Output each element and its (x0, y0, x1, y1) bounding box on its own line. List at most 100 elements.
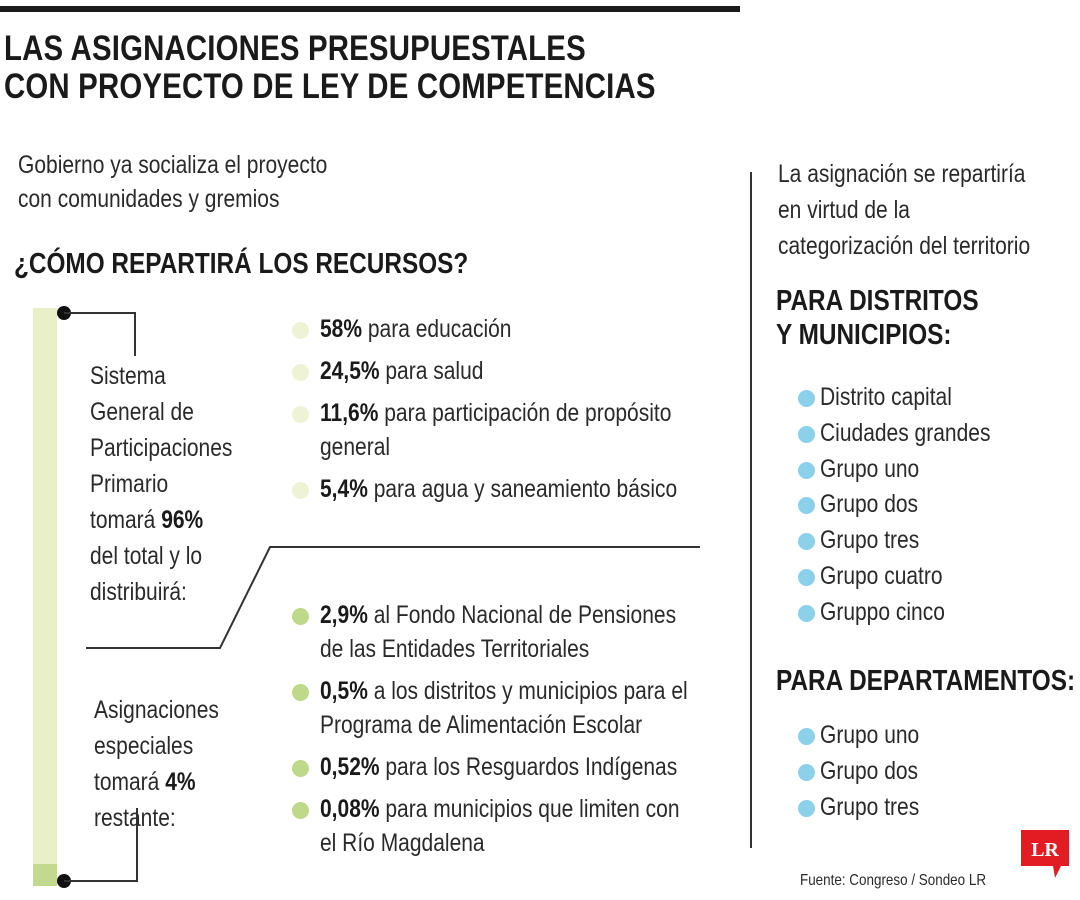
subtitle-line-2: con comunidades y gremios (18, 185, 280, 213)
item-desc: a los distritos y municipios para el (367, 677, 688, 705)
special-tail-line: restante: (94, 804, 176, 832)
column-divider (750, 172, 752, 848)
section-heading: ¿CÓMO REPARTIRÁ LOS RECURSOS? (14, 248, 555, 280)
group-label: Grupo dos (820, 756, 919, 785)
list-item: Grupo uno (798, 718, 938, 754)
list-item: Grupo dos (798, 754, 938, 790)
item-text: 5,4% para agua y saneamiento básico (320, 472, 706, 506)
item-desc: para participación de propósito (378, 399, 672, 427)
right-intro-line: en virtud de la (778, 196, 910, 224)
branch-divider (86, 546, 700, 649)
source-note: Fuente: Congreso / Sondeo LR (800, 871, 1021, 891)
section-heading-text: ¿CÓMO REPARTIRÁ LOS RECURSOS? (14, 248, 469, 280)
bullet-dot (292, 608, 309, 625)
sgp-tail-line: distribuirá: (90, 578, 187, 606)
connector-bottom (64, 880, 138, 882)
group-label: Grupo cuatro (820, 561, 943, 590)
list-item: 58% para educación (292, 312, 780, 346)
item-value: 0,52% (320, 753, 380, 781)
bullet-dot (798, 425, 815, 443)
bullet-dot (798, 390, 815, 407)
bullet-dot (292, 684, 309, 701)
item-value: 0,5% (320, 677, 368, 705)
item-value: 2,9% (320, 601, 368, 629)
sgp-label-line: General de (90, 398, 194, 426)
list-item: Ciudades grandes (798, 416, 1023, 452)
title-line-1: LAS ASIGNACIONES PRESUPUESTALES (4, 29, 586, 68)
group-label: Ciudades grandes (820, 418, 991, 447)
bullet-dot (798, 533, 815, 551)
list-item: Grupo tres (798, 790, 938, 826)
list-item: 0,08% para municipios que limiten con el… (292, 792, 780, 860)
group-label: Gruppo cinco (820, 597, 945, 626)
list-item: 5,4% para agua y saneamiento básico (292, 472, 780, 506)
connector-bottom-rise (136, 808, 138, 882)
list-item: 0,52% para los Resguardos Indígenas (292, 750, 780, 784)
bullet-dot (292, 322, 309, 339)
connector-top (64, 312, 136, 314)
bullet-dot (292, 406, 309, 423)
group-label: Grupo tres (820, 792, 920, 821)
item-value: 58% (320, 315, 363, 343)
bullet-dot (798, 728, 815, 745)
lr-logo: LR (1021, 830, 1069, 878)
special-items-list: 2,9% al Fondo Nacional de Pensiones de l… (292, 598, 780, 868)
districts-heading-line: PARA DISTRITOS (776, 285, 979, 317)
group-label: Grupo uno (820, 721, 920, 749)
special-label-line: Asignaciones (94, 696, 219, 724)
bullet-dot (798, 461, 815, 479)
item-text: 11,6% para participación de propósito ge… (320, 396, 706, 464)
group-label: Grupo dos (820, 490, 919, 519)
sgp-take-line: tomará 96% (90, 502, 232, 538)
list-item: Grupo dos (798, 487, 1023, 523)
item-desc: al Fondo Nacional de Pensiones (367, 601, 677, 629)
list-item: Grupo tres (798, 523, 1023, 559)
right-intro-line: categorización del territorio (778, 232, 1031, 260)
sgp-label-line: Primario (90, 470, 169, 498)
special-label-line: especiales (94, 732, 194, 760)
districts-list: Distrito capital Ciudades grandes Grupo … (798, 380, 1023, 631)
connector-top-drop (134, 312, 136, 356)
sgp-label: Sistema General de Participaciones Prima… (90, 358, 260, 610)
sgp-items-list: 58% para educación 24,5% para salud 11,6… (292, 312, 780, 514)
item-desc-cont: el Río Magdalena (320, 829, 485, 857)
item-value: 5,4% (320, 475, 368, 503)
logo-shape (1021, 830, 1069, 878)
item-desc: para municipios que limiten con (379, 795, 680, 823)
item-desc: para agua y saneamiento básico (367, 475, 678, 503)
item-value: 11,6% (320, 399, 379, 427)
item-text: 58% para educación (320, 312, 706, 346)
special-take-line: tomará 4% (94, 764, 219, 800)
item-text: 0,08% para municipios que limiten con el… (320, 792, 706, 860)
special-label: Asignaciones especiales tomará 4% restan… (94, 692, 243, 836)
subtitle-line-1: Gobierno ya socializa el proyecto (18, 151, 328, 179)
list-item: Distrito capital (798, 380, 1023, 416)
group-label: Grupo tres (820, 526, 920, 555)
departments-list: Grupo uno Grupo dos Grupo tres (798, 718, 938, 825)
logo-text: LR (1031, 839, 1059, 861)
list-item: 24,5% para salud (292, 354, 780, 388)
tree-trunk (33, 308, 57, 864)
group-label: Grupo uno (820, 454, 920, 483)
page-title: LAS ASIGNACIONES PRESUPUESTALES CON PROY… (4, 30, 764, 106)
item-text: 2,9% al Fondo Nacional de Pensiones de l… (320, 598, 706, 666)
bullet-dot (292, 802, 309, 819)
departments-heading: PARA DEPARTAMENTOS: (776, 664, 1080, 698)
group-label: Distrito capital (820, 383, 952, 411)
tree-trunk-base (33, 864, 57, 886)
source-text: Fuente: Congreso / Sondeo LR (800, 872, 987, 889)
sgp-take-value: 96% (161, 506, 204, 534)
top-rule (0, 6, 740, 12)
bullet-dot (798, 497, 815, 515)
item-desc-cont: de las Entidades Territoriales (320, 635, 590, 663)
list-item: 2,9% al Fondo Nacional de Pensiones de l… (292, 598, 780, 666)
item-text: 0,5% a los distritos y municipios para e… (320, 674, 706, 742)
bullet-dot (292, 364, 309, 381)
subtitle: Gobierno ya socializa el proyecto con co… (18, 148, 386, 216)
right-intro: La asignación se repartiría en virtud de… (778, 156, 1078, 264)
item-text: 24,5% para salud (320, 354, 706, 388)
sgp-label-line: Participaciones (90, 434, 233, 462)
item-desc: para educación (362, 315, 512, 343)
bullet-dot (798, 799, 815, 817)
